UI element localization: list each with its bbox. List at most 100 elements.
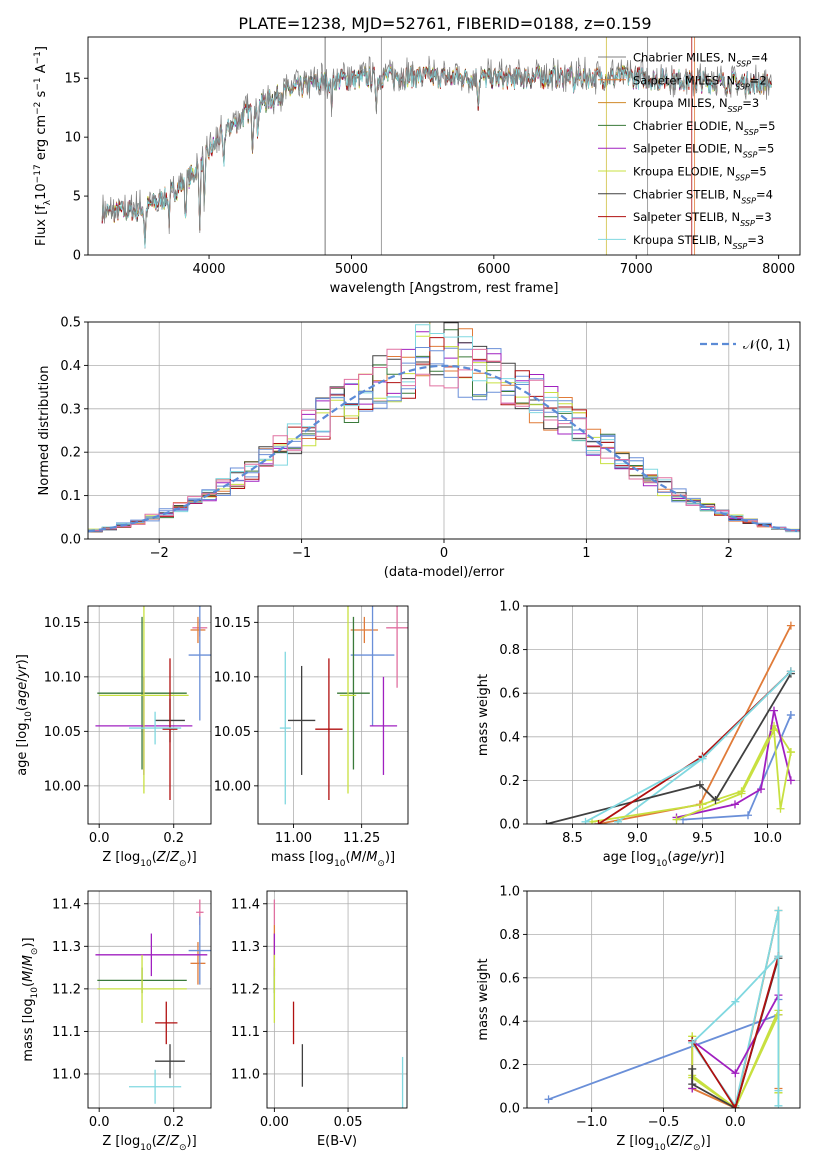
- axes-frame: [87, 36, 801, 256]
- histogram-step: [88, 324, 800, 533]
- mass-weight-marker: [744, 811, 752, 820]
- x-tick-label: 11.25: [343, 831, 380, 846]
- axes-mass-weight-vs-age: 8.5 9.0 9.5 10.0 0.0 0.2 0.4 0.6 0.8 1.0 age [log1…: [476, 600, 801, 869]
- x-tick-label: 6000: [477, 262, 510, 277]
- x-tick-label: −0.5: [648, 1115, 680, 1130]
- axes-age-vs-mass: 11.00 11.25 10.00 10.05 10.10 10.15 mass [log1…: [214, 605, 409, 869]
- y-tick-label: 0.4: [60, 359, 81, 374]
- x-tick-label: 7000: [620, 262, 653, 277]
- axes-mass-vs-Z: 0.0 0.2 11.0 11.1 11.2 11.3 11.4 Z [log10(Z/Z⊙)…: [21, 890, 212, 1153]
- mass-weight-line: [691, 953, 780, 1106]
- mass-weight-marker: [786, 667, 795, 676]
- x-tick-label: 0.0: [725, 1115, 746, 1130]
- y-tick-label: 0.0: [499, 1102, 520, 1117]
- axes-frame: [87, 605, 212, 825]
- y-tick-label: 0.4: [499, 730, 520, 745]
- plot-area: [542, 621, 795, 824]
- y-tick-label: 5: [73, 190, 81, 205]
- mass-weight-marker: [688, 1080, 697, 1089]
- x-tick-label: 0.0: [89, 1115, 110, 1130]
- y-tick-label: 0.8: [499, 643, 520, 658]
- mass-weight-line: [591, 724, 792, 823]
- mass-weight-marker: [757, 785, 765, 794]
- x-axis-label: age [log10(age/yr)]: [603, 850, 725, 869]
- legend-label: Kroupa STELIB, NSSP=3: [633, 233, 764, 251]
- y-tick-label: 0.0: [499, 818, 520, 833]
- observed-spectrum-line: [101, 55, 772, 239]
- mass-weight-marker: [695, 780, 704, 789]
- mass-weight-marker: [737, 789, 746, 798]
- y-tick-label: 11.3: [52, 940, 81, 955]
- mass-weight-marker: [711, 796, 720, 805]
- x-tick-label: 9.0: [627, 831, 648, 846]
- mass-weight-marker: [770, 706, 778, 715]
- axes-age-vs-Z: 0.0 0.2 10.00 10.05 10.10 10.15 Z [log10(Z/Z⊙)…: [15, 605, 212, 869]
- y-tick-label: 0.6: [499, 687, 520, 702]
- y-tick-label: 0: [73, 249, 81, 264]
- axes-frame: [266, 890, 408, 1109]
- mass-weight-marker: [786, 748, 795, 757]
- axes-frame: [526, 605, 801, 825]
- x-axis-label: Z [log10(Z/Z⊙)]: [102, 850, 196, 869]
- y-axis-label: age [log10(age/yr)]: [15, 654, 34, 776]
- y-axis-label: mass weight: [476, 958, 491, 1040]
- y-tick-label: 0.8: [499, 928, 520, 943]
- mass-weight-marker: [774, 952, 783, 961]
- mass-weight-marker: [770, 726, 778, 735]
- y-tick-label: 10.10: [44, 670, 81, 685]
- y-axis-label: Normed distribution: [37, 366, 52, 496]
- y-tick-label: 11.0: [231, 1067, 260, 1082]
- mass-weight-marker: [614, 817, 622, 824]
- axes-frame: [526, 890, 801, 1109]
- mass-weight-marker: [672, 815, 681, 824]
- axes-mass-vs-EBV: 0.00 0.05 11.0 11.1 11.2 11.3 11.4 E(B-V): [231, 890, 408, 1149]
- mass-weight-marker: [786, 711, 795, 719]
- plot-area: [273, 899, 404, 1108]
- y-tick-label: 0.1: [60, 489, 81, 504]
- axes-residual-histogram: −2 −1 0 1 2 0.0 0.1 0.2 0.3 0.4 0.5 (data-model)/er…: [37, 316, 801, 580]
- y-axis-label: mass [log10(M/M⊙)]: [21, 937, 40, 1061]
- mass-weight-marker: [786, 776, 795, 785]
- x-tick-label: −2: [150, 546, 169, 561]
- x-axis-label: Z [log10(Z/Z⊙)]: [102, 1134, 196, 1153]
- y-tick-label: 10.00: [44, 779, 81, 794]
- axes-frame: [87, 321, 801, 540]
- y-tick-label: 1.0: [499, 600, 520, 615]
- axes-spectrum: 4000 5000 6000 7000 8000 0 5 10 15 wavelength [An…: [33, 36, 801, 296]
- x-tick-label: 0.2: [163, 1115, 184, 1130]
- y-tick-label: 10.05: [44, 725, 81, 740]
- axes-frame: [87, 890, 212, 1109]
- y-tick-label: 0.2: [499, 1058, 520, 1073]
- plot-area: [95, 899, 211, 1104]
- mass-weight-marker: [542, 820, 551, 824]
- legend-label: Salpeter MILES, NSSP=2: [633, 73, 767, 91]
- y-tick-label: 10.15: [44, 616, 81, 631]
- y-tick-label: 0.4: [499, 1015, 520, 1030]
- plot-area: [279, 606, 408, 805]
- x-tick-label: 0: [440, 546, 448, 561]
- y-tick-label: 10.05: [214, 725, 251, 740]
- y-tick-label: 15: [64, 72, 81, 87]
- y-tick-label: 10.15: [214, 616, 251, 631]
- y-tick-label: 11.1: [52, 1025, 81, 1040]
- plot-area: [101, 37, 772, 255]
- legend-label: Salpeter STELIB, NSSP=3: [633, 210, 772, 228]
- mass-weight-marker: [544, 1095, 553, 1104]
- mass-weight-line: [691, 955, 780, 1108]
- x-tick-label: 4000: [192, 262, 225, 277]
- x-tick-label: 1: [582, 546, 590, 561]
- y-tick-label: 11.4: [52, 897, 81, 912]
- axes-mass-weight-vs-Z: −1.0 −0.5 0.0 0.0 0.2 0.4 0.6 0.8 1.0 Z [log10(Z/…: [476, 885, 801, 1153]
- legend-label: Chabrier MILES, NSSP=4: [633, 51, 768, 69]
- plot-area: [544, 906, 783, 1108]
- x-tick-label: 0.2: [163, 831, 184, 846]
- mass-weight-line: [598, 670, 792, 824]
- mass-weight-marker: [698, 800, 707, 809]
- x-tick-label: 0.00: [260, 1115, 289, 1130]
- x-tick-label: −1.0: [576, 1115, 608, 1130]
- x-axis-label: wavelength [Angstrom, rest frame]: [330, 281, 559, 296]
- y-tick-label: 11.4: [231, 897, 260, 912]
- mass-weight-marker: [698, 754, 707, 763]
- y-axis-label: Flux [fλ10−17 erg cm−2 s−1 A−1]: [33, 46, 53, 246]
